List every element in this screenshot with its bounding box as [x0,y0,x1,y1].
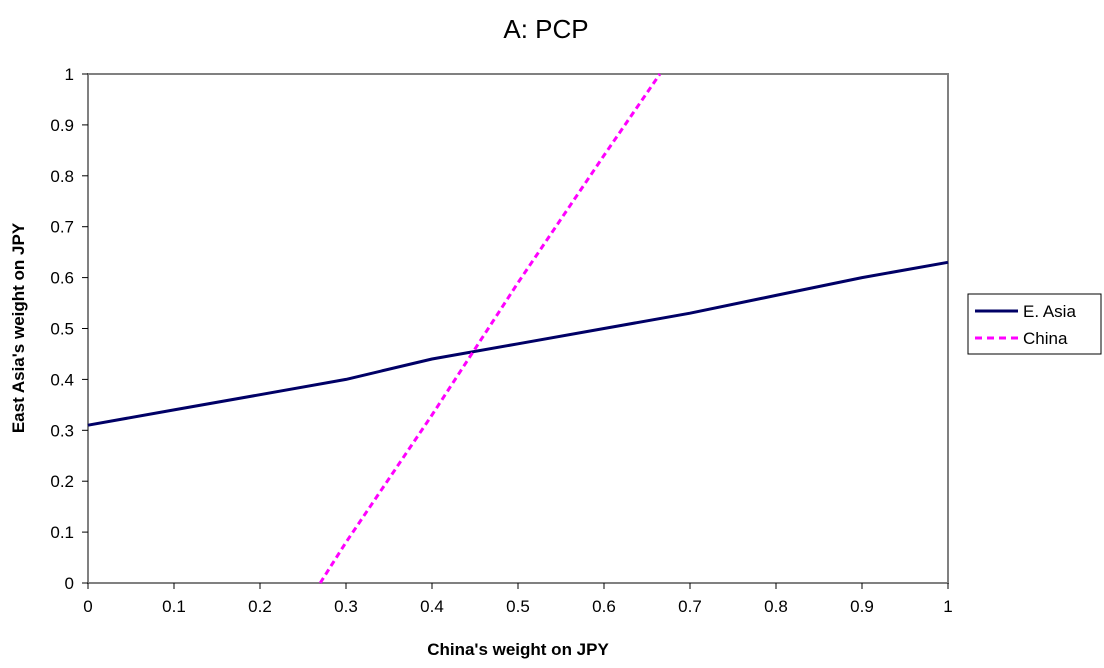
x-tick-label: 0.3 [334,597,358,616]
x-tick-label: 0.8 [764,597,788,616]
x-tick-label: 0.1 [162,597,186,616]
y-tick-label: 0.9 [50,116,74,135]
x-axis: 0 0.1 0.2 0.3 0.4 0.5 0.6 0.7 0.8 0.9 1 [83,583,953,616]
legend: E. Asia China [967,293,1102,355]
legend-label-china: China [1023,329,1068,348]
series-line-china [318,73,662,584]
y-axis-title: East Asia's weight on JPY [9,222,28,433]
y-tick-label: 0.1 [50,523,74,542]
legend-box [967,293,1102,355]
x-tick-label: 0.5 [506,597,530,616]
plot-area [87,73,949,584]
y-tick-label: 0.6 [50,269,74,288]
x-tick-label: 0.7 [678,597,702,616]
y-tick-label: 0.2 [50,472,74,491]
x-tick-label: 0.9 [850,597,874,616]
legend-label-e-asia: E. Asia [1023,302,1076,321]
y-tick-label: 0.8 [50,167,74,186]
y-tick-label: 1 [65,65,74,84]
y-tick-label: 0 [65,574,74,593]
series-layer [87,73,949,584]
x-tick-label: 0.6 [592,597,616,616]
x-tick-label: 1 [943,597,952,616]
x-tick-label: 0.4 [420,597,444,616]
x-tick-label: 0 [83,597,92,616]
y-tick-label: 0.7 [50,218,74,237]
x-axis-title: China's weight on JPY [427,640,609,659]
y-axis: 0 0.1 0.2 0.3 0.4 0.5 0.6 0.7 0.8 0.9 1 [50,65,88,593]
chart-title: A: PCP [503,14,588,44]
y-tick-label: 0.4 [50,370,74,389]
x-tick-label: 0.2 [248,597,272,616]
y-tick-label: 0.3 [50,421,74,440]
series-line-e-asia [87,260,949,427]
y-tick-label: 0.5 [50,320,74,339]
